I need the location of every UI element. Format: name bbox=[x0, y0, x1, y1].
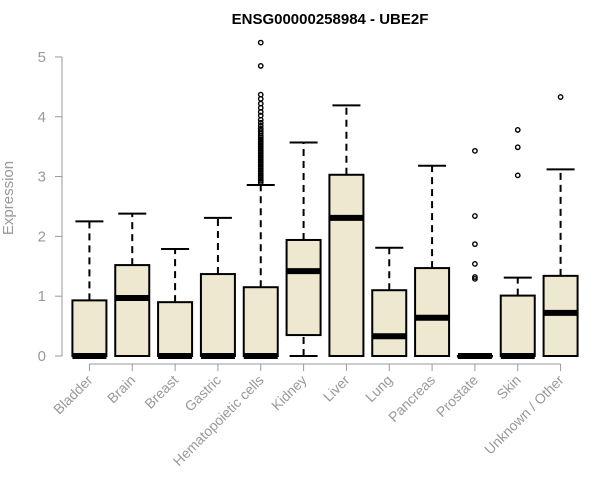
y-axis-label: Expression bbox=[0, 161, 17, 235]
x-tick-label: Gastric bbox=[181, 372, 224, 415]
iqr-box bbox=[285, 238, 322, 337]
x-tick-label: Unknown / Other bbox=[481, 372, 567, 458]
outlier-point bbox=[257, 91, 264, 98]
y-axis: 0 1 2 3 4 5 bbox=[38, 49, 63, 365]
box-breast bbox=[157, 247, 194, 359]
x-tick-label: Brain bbox=[104, 372, 138, 406]
box-kidney bbox=[285, 141, 322, 357]
iqr-box bbox=[157, 301, 194, 357]
outlier-point bbox=[257, 100, 264, 107]
y-tick-label: 2 bbox=[38, 228, 46, 245]
box-prostate bbox=[456, 147, 493, 359]
outlier-point bbox=[257, 112, 264, 119]
outlier-point bbox=[257, 128, 264, 135]
outlier-point bbox=[472, 213, 478, 219]
y-tick-label: 0 bbox=[38, 348, 46, 365]
iqr-box bbox=[199, 273, 236, 357]
outlier-point bbox=[257, 39, 264, 46]
iqr-box bbox=[371, 289, 408, 358]
x-tick-label: Skin bbox=[493, 372, 524, 403]
x-tick-label: Lung bbox=[362, 372, 395, 405]
boxes-group bbox=[71, 39, 579, 359]
outlier-point bbox=[472, 147, 478, 154]
outlier-point bbox=[514, 127, 521, 133]
y-tick-label: 1 bbox=[38, 288, 46, 305]
iqr-box bbox=[328, 173, 365, 357]
box-liver bbox=[328, 104, 365, 357]
iqr-box bbox=[414, 267, 451, 357]
x-tick-label: Breast bbox=[141, 372, 181, 412]
box-lung bbox=[371, 246, 408, 358]
iqr-box bbox=[499, 294, 536, 357]
box-skin bbox=[499, 127, 536, 359]
box-gastric bbox=[199, 216, 236, 359]
box-bladder bbox=[71, 220, 108, 359]
outlier-point bbox=[257, 125, 264, 132]
box-pancreas bbox=[414, 164, 451, 357]
outlier-point bbox=[472, 260, 478, 267]
x-tick-label: Kidney bbox=[268, 372, 310, 414]
box-hematopoietic-cells bbox=[242, 39, 279, 359]
box-unknown-other bbox=[542, 94, 579, 357]
box-brain bbox=[114, 212, 151, 358]
outlier-point bbox=[257, 119, 264, 126]
outlier-point bbox=[472, 241, 478, 248]
x-tick-label: Bladder bbox=[50, 372, 96, 418]
outlier-point bbox=[514, 172, 521, 179]
y-tick-label: 4 bbox=[38, 109, 46, 126]
iqr-box bbox=[114, 264, 151, 358]
y-tick-label: 5 bbox=[38, 49, 46, 66]
outlier-point bbox=[557, 94, 564, 100]
outlier-point bbox=[514, 144, 521, 151]
iqr-box bbox=[242, 286, 279, 358]
outlier-point bbox=[257, 63, 264, 69]
iqr-box bbox=[71, 299, 108, 357]
x-tick-label: Pancreas bbox=[385, 372, 438, 425]
x-tick-label: Prostate bbox=[433, 372, 481, 420]
chart-title: ENSG00000258984 - UBE2F bbox=[232, 11, 429, 28]
y-tick-label: 3 bbox=[38, 169, 46, 186]
outlier-point bbox=[257, 122, 264, 129]
outlier-point bbox=[472, 274, 478, 280]
x-tick-label: Liver bbox=[320, 372, 353, 405]
